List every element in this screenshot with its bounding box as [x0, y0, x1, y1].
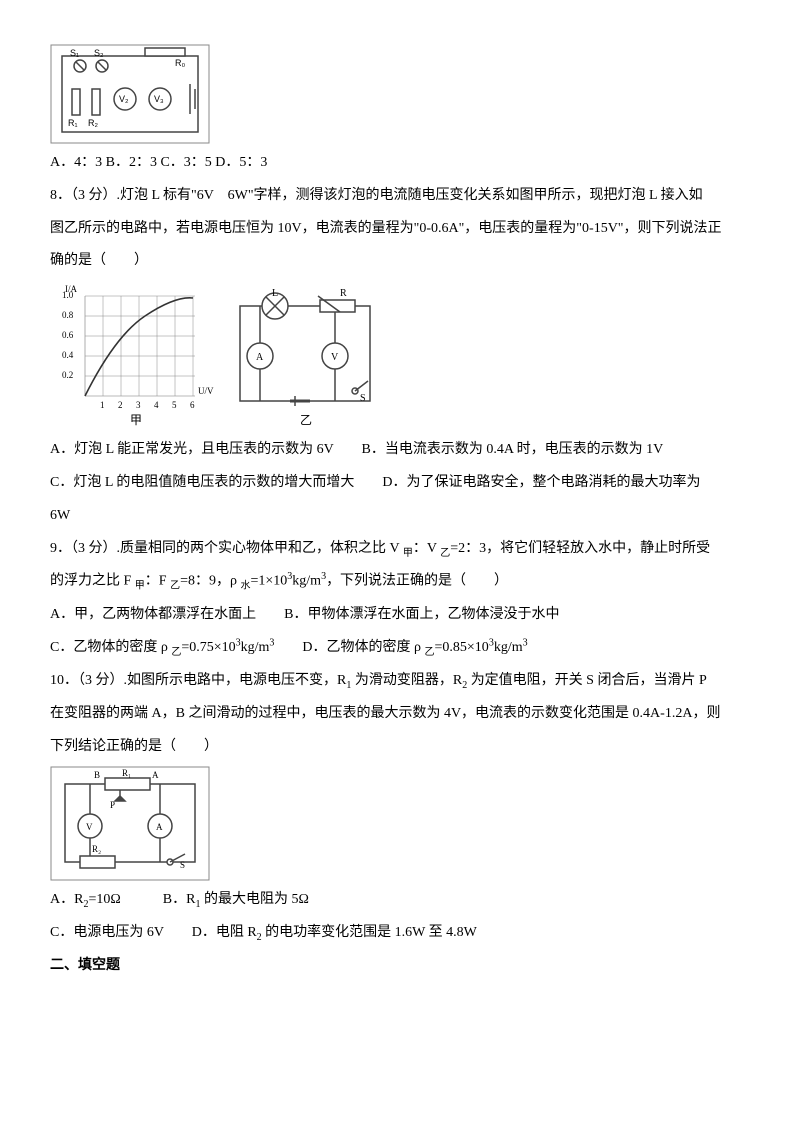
- q10-options-cd: C．电源电压为 6V D．电阻 R2 的电功率变化范围是 1.6W 至 4.8W: [50, 918, 750, 949]
- q8-opt-c: C．灯泡 L 的电阻值随电压表的示数的增大而增大: [50, 475, 354, 490]
- q9-line2: 的浮力之比 F 甲：F 乙=8：9，ρ 水=1×103kg/m3，下列说法正确的…: [50, 566, 750, 597]
- q9-l2-c: 乙: [170, 581, 180, 592]
- q9-l2-b: ：F: [145, 574, 170, 589]
- svg-text:V₂: V₂: [119, 94, 129, 104]
- q8-opt-d: D．为了保证电路安全，整个电路消耗的最大功率为: [382, 475, 700, 490]
- q9-line1: 9．（3 分）.质量相同的两个实心物体甲和乙，体积之比 V 甲：V 乙=2：3，…: [50, 534, 750, 565]
- svg-text:S: S: [180, 860, 185, 870]
- q9-l2-f: =1×10: [250, 574, 287, 589]
- q9-opt-b: B．甲物体漂浮在水面上，乙物体浸没于水中: [284, 607, 559, 622]
- svg-text:3: 3: [136, 400, 141, 410]
- svg-text:R₁: R₁: [122, 768, 131, 778]
- q10-l1-pre: 10．（3 分）.如图所示电路中，电源电压不变，R: [50, 673, 346, 688]
- svg-text:0.2: 0.2: [62, 370, 73, 380]
- svg-text:R₁: R₁: [68, 118, 78, 128]
- q9d-mid: =0.85×10: [435, 640, 489, 655]
- q9-l2-e: 水: [240, 581, 250, 592]
- q8-stem-2: 图乙所示的电路中，若电源电压恒为 10V，电流表的量程为"0-0.6A"，电压表…: [50, 214, 750, 245]
- q9-opt-a: A．甲，乙两物体都漂浮在水面上: [50, 607, 256, 622]
- q8-opt-d-cont: 6W: [50, 501, 750, 532]
- q9-l1-m4: =2：3，将它们轻轻放入水中，静止时所受: [450, 541, 710, 556]
- svg-text:0.6: 0.6: [62, 330, 74, 340]
- q10-line2: 在变阻器的两端 A，B 之间滑动的过程中，电压表的最大示数为 4V，电流表的示数…: [50, 699, 750, 730]
- q9d-pre: D．乙物体的密度 ρ: [302, 640, 424, 655]
- svg-text:I/A: I/A: [65, 284, 77, 294]
- svg-text:0.8: 0.8: [62, 310, 74, 320]
- svg-text:R₂: R₂: [92, 844, 101, 854]
- svg-text:V₃: V₃: [154, 94, 164, 104]
- svg-text:U/V: U/V: [198, 386, 214, 396]
- svg-text:1: 1: [100, 400, 105, 410]
- svg-text:6: 6: [190, 400, 195, 410]
- q10a-pre: A．R: [50, 892, 83, 907]
- q10-line3: 下列结论正确的是（ ）: [50, 732, 750, 763]
- q10-line1: 10．（3 分）.如图所示电路中，电源电压不变，R1 为滑动变阻器，R2 为定值…: [50, 666, 750, 697]
- section-2-title: 二、填空题: [50, 951, 750, 982]
- q8-stem-1: 8．（3 分）.灯泡 L 标有"6V 6W"字样，测得该灯泡的电流随电压变化关系…: [50, 181, 750, 212]
- q9-l2-pre: 的浮力之比 F: [50, 574, 135, 589]
- q10-options-ab: A．R2=10Ω B．R1 的最大电阻为 5Ω: [50, 885, 750, 916]
- q9-l2-h: kg/m: [292, 574, 321, 589]
- q8-stem-3: 确的是（ ）: [50, 246, 750, 277]
- svg-text:A: A: [156, 822, 163, 832]
- q7-options: A．4：3 B．2：3 C．3：5 D．5：3: [50, 148, 750, 179]
- q9c-mid: =0.75×10: [181, 640, 235, 655]
- q10-opt-d: D．电阻 R2 的电功率变化范围是 1.6W 至 4.8W: [192, 925, 477, 940]
- q10d-pre: D．电阻 R: [192, 925, 257, 940]
- svg-text:0.4: 0.4: [62, 350, 74, 360]
- q10-opt-b: B．R1 的最大电阻为 5Ω: [163, 892, 309, 907]
- q8-opt-b: B．当电流表示数为 0.4A 时，电压表的示数为 1V: [362, 442, 664, 457]
- q8-figure: 1.00.80.6 0.40.2 I/A 123 456 U/V 甲 LR AV…: [50, 281, 750, 431]
- svg-text:B: B: [94, 770, 100, 780]
- svg-text:2: 2: [118, 400, 123, 410]
- svg-text:R: R: [340, 288, 347, 299]
- q9-l2-a: 甲: [135, 581, 145, 592]
- q7-circuit-figure: S₁ S₂ R₀ R₁ R₂ V₂ V₃: [50, 44, 750, 144]
- q9-l1-s2: 乙: [440, 547, 450, 558]
- q10a-post: =10Ω: [88, 892, 120, 907]
- svg-text:L: L: [272, 288, 278, 299]
- q10-l1-mid: 为滑动变阻器，R: [351, 673, 462, 688]
- q10-opt-a: A．R2=10Ω: [50, 892, 121, 907]
- svg-text:P: P: [110, 800, 115, 810]
- q8-options-ab: A．灯泡 L 能正常发光，且电压表的示数为 6V B．当电流表示数为 0.4A …: [50, 435, 750, 466]
- svg-text:R₂: R₂: [88, 118, 98, 128]
- q9-l2-j: ，下列说法正确的是（ ）: [326, 574, 508, 589]
- q9d-sub: 乙: [425, 647, 435, 658]
- q8-options-cd: C．灯泡 L 的电阻值随电压表的示数的增大而增大 D．为了保证电路安全，整个电路…: [50, 468, 750, 499]
- svg-text:4: 4: [154, 400, 159, 410]
- q9-l1-pre: 9．（3 分）.质量相同的两个实心物体甲和乙，体积之比 V: [50, 541, 403, 556]
- svg-text:V: V: [331, 352, 339, 363]
- q9d-sup2: 3: [523, 638, 528, 649]
- q10-opt-c: C．电源电压为 6V: [50, 925, 164, 940]
- svg-text:A: A: [256, 352, 264, 363]
- q10-circuit-figure: B R₁ A P V A R₂ S: [50, 766, 750, 881]
- q9d-mid2: kg/m: [494, 640, 523, 655]
- svg-text:S₁: S₁: [70, 48, 79, 58]
- q10d-post: 的电功率变化范围是 1.6W 至 4.8W: [262, 925, 477, 940]
- q9c-sub: 乙: [171, 647, 181, 658]
- q9c-sup2: 3: [269, 638, 274, 649]
- q9-options-cd: C．乙物体的密度 ρ 乙=0.75×103kg/m3 D．乙物体的密度 ρ 乙=…: [50, 633, 750, 664]
- q9-l2-d: =8：9，ρ: [180, 574, 240, 589]
- q9c-mid2: kg/m: [241, 640, 270, 655]
- q9-options-ab: A．甲，乙两物体都漂浮在水面上 B．甲物体漂浮在水面上，乙物体浸没于水中: [50, 600, 750, 631]
- q9-l1-m2: ：V: [413, 541, 440, 556]
- q10b-pre: B．R: [163, 892, 196, 907]
- svg-text:V: V: [86, 822, 93, 832]
- q9-l1-s1: 甲: [403, 547, 413, 558]
- q9-opt-c: C．乙物体的密度 ρ 乙=0.75×103kg/m3: [50, 640, 274, 655]
- svg-text:R₀: R₀: [175, 58, 185, 68]
- svg-text:S: S: [360, 393, 366, 404]
- svg-text:甲: 甲: [130, 413, 142, 427]
- q10b-post: 的最大电阻为 5Ω: [200, 892, 308, 907]
- q9c-pre: C．乙物体的密度 ρ: [50, 640, 171, 655]
- q8-opt-a: A．灯泡 L 能正常发光，且电压表的示数为 6V: [50, 442, 334, 457]
- svg-text:乙: 乙: [300, 413, 312, 427]
- q9-opt-d: D．乙物体的密度 ρ 乙=0.85×103kg/m3: [302, 640, 527, 655]
- q10-l1-end: 为定值电阻，开关 S 闭合后，当滑片 P: [467, 673, 707, 688]
- svg-text:5: 5: [172, 400, 177, 410]
- svg-text:S₂: S₂: [94, 48, 104, 58]
- svg-text:A: A: [152, 770, 159, 780]
